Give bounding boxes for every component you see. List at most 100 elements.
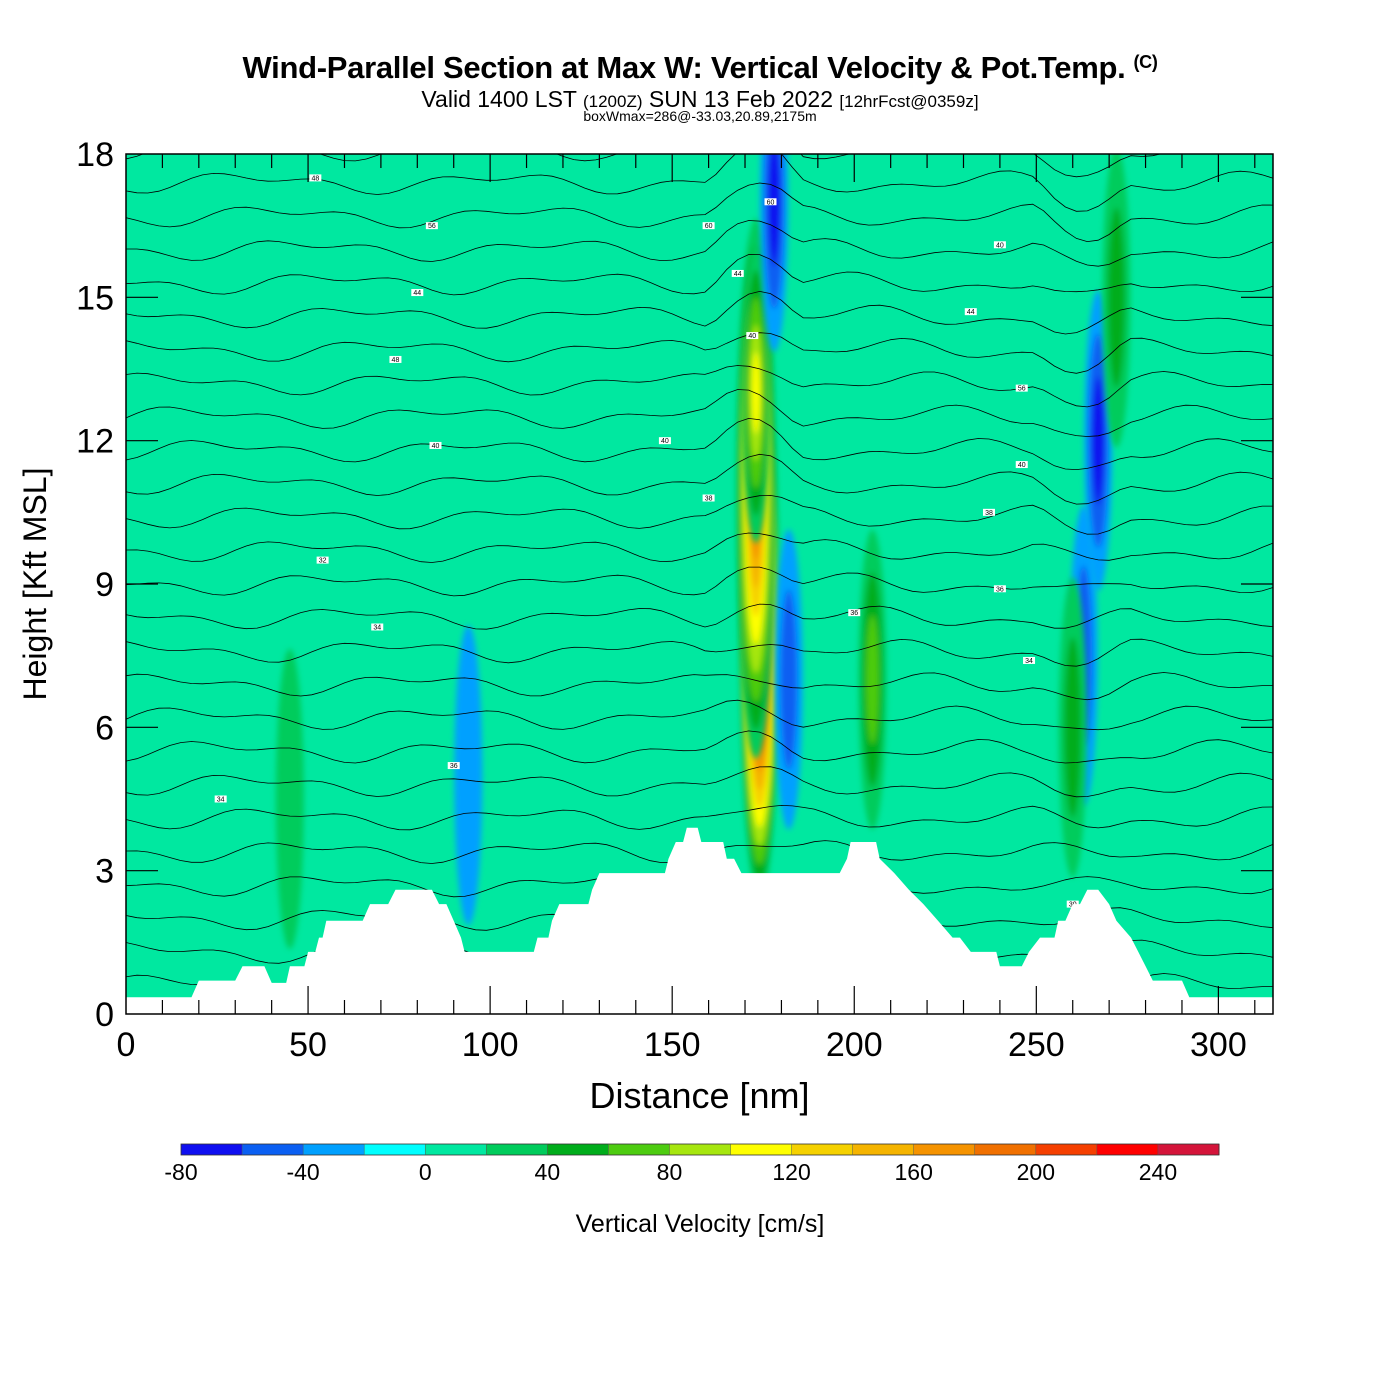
velocity-level	[780, 589, 798, 770]
colorbar-tick-label: 160	[895, 1159, 933, 1185]
valid-utc: (1200Z)	[582, 92, 643, 111]
theta-contour	[126, 566, 1273, 597]
colorbar-swatch	[730, 1144, 793, 1155]
theta-contour	[126, 766, 1273, 798]
contour-label: 34	[217, 797, 225, 804]
velocity-cell-10	[275, 649, 304, 949]
theta-contour	[126, 494, 1273, 535]
theta-contour	[126, 532, 1273, 563]
chart-title: Wind-Parallel Section at Max W: Vertical…	[0, 50, 1400, 86]
colorbar-tick-label: -40	[286, 1159, 319, 1185]
theta-contour	[126, 254, 1273, 296]
contour-label-bg	[993, 585, 1006, 593]
chart-title-text: Wind-Parallel Section at Max W: Vertical…	[242, 50, 1126, 85]
velocity-cell-11	[1102, 154, 1131, 448]
colorbar-swatch	[852, 1144, 915, 1155]
colorbar-swatch	[486, 1144, 548, 1155]
x-tick-label: 50	[289, 1026, 327, 1064]
contour-label-bg	[702, 494, 715, 502]
colorbar: -80 -40 0 40 80 120 160 200 240 Vertical Velocity…	[164, 1143, 1220, 1238]
colorbar-swatch	[303, 1144, 365, 1155]
contour-label-bg	[1015, 461, 1028, 469]
valid-lst: Valid 1400 LST	[421, 86, 577, 112]
contour-label: 36	[850, 610, 858, 617]
contour-label-bg	[658, 437, 671, 445]
colorbar-swatch	[425, 1144, 487, 1155]
x-tick-label: 200	[826, 1026, 883, 1064]
x-tick-label: 300	[1190, 1026, 1247, 1064]
colorbar-swatch	[364, 1144, 426, 1155]
velocity-cell-7	[454, 625, 483, 926]
y-tick-label: 12	[76, 423, 114, 461]
contour-label: 32	[319, 558, 327, 565]
y-tick-label: 18	[76, 136, 114, 174]
velocity-level	[454, 625, 483, 926]
colorbar-tick-label: 80	[657, 1159, 683, 1185]
theta-contour	[126, 365, 1273, 408]
velocity-level	[275, 649, 304, 949]
theta-contour	[126, 154, 1163, 178]
y-tick-label: 0	[95, 996, 114, 1034]
theta-contour	[126, 182, 1273, 243]
contour-label-bg	[316, 556, 329, 564]
copyright-mark: (C)	[1133, 52, 1158, 72]
contour-label-bg	[1023, 656, 1036, 664]
y-tick-label: 6	[95, 709, 114, 747]
contour-label: 36	[996, 586, 1004, 593]
contour-label-bg	[425, 222, 438, 230]
contour-label: 40	[996, 242, 1004, 249]
contour-label-bg	[1015, 384, 1028, 392]
theta-contour	[126, 332, 1273, 374]
colorbar-label: Vertical Velocity [cm/s]	[576, 1210, 825, 1238]
terrain	[126, 827, 1273, 1014]
contour-label-bg	[982, 508, 995, 516]
theta-contour	[126, 290, 1273, 335]
velocity-level	[866, 615, 879, 744]
contour-label: 40	[748, 333, 756, 340]
colorbar-swatch	[791, 1144, 854, 1155]
x-axis: 0 50 100 150 200 250 300 Distance [nm]	[117, 154, 1256, 1116]
y-tick-label: 3	[95, 853, 114, 891]
colorbar-tick-label: 120	[772, 1159, 810, 1185]
contour-label-bg	[731, 269, 744, 277]
contour-label: 40	[432, 443, 440, 450]
colorbar-tick-label: -80	[164, 1159, 197, 1185]
colorbar-swatch	[608, 1144, 670, 1155]
contour-label: 38	[705, 496, 713, 503]
colorbar-tick-label: 40	[535, 1159, 561, 1185]
contour-label: 56	[1018, 386, 1026, 393]
contour-label: 34	[1025, 658, 1033, 665]
theta-contour	[126, 220, 1273, 267]
contour-label-bg	[309, 174, 322, 182]
colorbar-tick-label: 240	[1139, 1159, 1177, 1185]
contour-label-bg	[371, 623, 384, 631]
theta-contour	[126, 417, 1273, 471]
velocity-level	[1108, 207, 1125, 388]
colorbar-border	[180, 1143, 1220, 1156]
contour-label-bg	[746, 332, 759, 340]
colorbar-swatch	[1035, 1144, 1098, 1155]
x-tick-label: 250	[1008, 1026, 1065, 1064]
contour-label: 38	[985, 510, 993, 517]
contour-label: 44	[413, 290, 421, 297]
contour-label: 44	[734, 271, 742, 278]
colorbar-swatch	[1096, 1144, 1159, 1155]
contour-label-bg	[429, 441, 442, 449]
colorbar-tick-label: 200	[1017, 1159, 1055, 1185]
theta-contour	[126, 672, 1273, 701]
contour-label: 48	[392, 357, 400, 364]
contour-label: 56	[428, 223, 436, 230]
colorbar-swatch	[669, 1144, 732, 1155]
theta-contour	[126, 389, 1273, 437]
colorbar-swatch	[547, 1144, 609, 1155]
x-axis-label: Distance [nm]	[589, 1075, 809, 1116]
y-axis-label: Height [Kft MSL]	[17, 468, 53, 701]
contour-label-bg	[848, 609, 861, 617]
theta-contour	[126, 804, 1273, 831]
contour-label: 48	[311, 175, 319, 182]
x-tick-label: 0	[117, 1026, 136, 1064]
y-tick-label: 9	[95, 566, 114, 604]
colorbar-swatch	[974, 1144, 1037, 1155]
y-tick-label: 15	[76, 279, 114, 317]
forecast-info: [12hrFcst@0359z]	[839, 92, 979, 111]
